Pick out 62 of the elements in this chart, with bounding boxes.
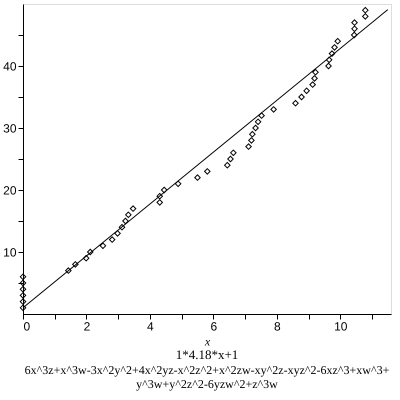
point [309, 81, 316, 88]
point [130, 205, 136, 212]
point [298, 94, 305, 100]
point [331, 44, 338, 51]
point [312, 68, 319, 76]
point [303, 88, 310, 94]
point [156, 192, 163, 200]
point [249, 130, 256, 138]
point [160, 186, 168, 194]
point [100, 242, 106, 250]
text: 1*4.18*x+1 [176, 347, 238, 362]
point [328, 50, 336, 57]
point [114, 230, 121, 237]
point [230, 150, 237, 156]
point [20, 292, 26, 299]
point [204, 168, 211, 175]
point [20, 298, 26, 305]
y-tick-label: 10 [3, 246, 17, 260]
point [292, 100, 299, 106]
point [118, 224, 126, 230]
point [362, 6, 369, 14]
x-tick-label: 10 [334, 320, 348, 334]
x-tick-label: 0 [24, 320, 30, 334]
point [326, 56, 332, 64]
point [65, 267, 72, 274]
point [311, 75, 318, 82]
point [82, 254, 90, 262]
point [72, 261, 79, 268]
point [350, 32, 358, 38]
point [156, 199, 163, 206]
point [227, 156, 234, 162]
y-tick-label: 20 [3, 184, 17, 198]
point [87, 248, 94, 256]
x-tick-label: 6 [210, 320, 218, 334]
point [194, 174, 201, 181]
point [325, 62, 332, 70]
x-axis-title: x [204, 334, 211, 348]
point [122, 218, 129, 224]
point [334, 38, 341, 44]
point [245, 143, 252, 150]
point [224, 162, 231, 168]
point [252, 124, 259, 132]
y-tick-label: 40 [3, 60, 17, 74]
point [174, 180, 182, 188]
x-tick-label: 8 [274, 320, 281, 334]
point [20, 280, 26, 286]
point [20, 286, 26, 292]
x-tick-label: 2 [84, 320, 91, 334]
y-tick-label: 30 [3, 122, 17, 136]
point [125, 212, 132, 218]
point [248, 137, 255, 144]
point [351, 19, 358, 26]
point [254, 118, 262, 126]
point [362, 13, 369, 20]
x-tick-label: 4 [147, 320, 154, 334]
point [270, 106, 277, 113]
text: 6x^3z+x^3w-3x^2y^2+4x^2yz-x^2z^2+x^2zw-xy^2z-xyz^2-6xz^3+xw^3+y^3w+y^2z^2-6yzw^2+z^3w [24, 363, 390, 391]
point [20, 304, 26, 312]
point [258, 112, 265, 119]
point [20, 274, 26, 280]
point [351, 26, 358, 32]
point [108, 236, 116, 243]
